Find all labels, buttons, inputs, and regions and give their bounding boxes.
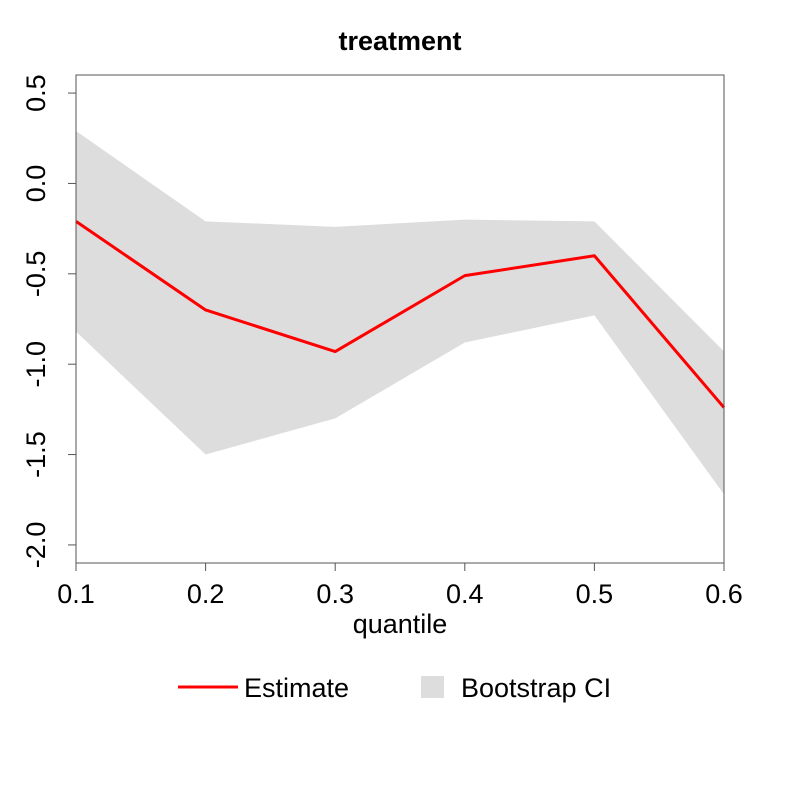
x-axis: 0.1 0.2 0.3 0.4 0.5 0.6 bbox=[57, 563, 743, 609]
y-tick-label: 0.0 bbox=[21, 165, 51, 203]
legend-ci-label: Bootstrap CI bbox=[461, 673, 611, 703]
legend: Estimate Bootstrap CI bbox=[178, 673, 611, 703]
y-tick-label: -1.0 bbox=[21, 341, 51, 388]
x-tick-label: 0.4 bbox=[446, 579, 484, 609]
x-tick-label: 0.1 bbox=[57, 579, 95, 609]
x-tick-label: 0.3 bbox=[316, 579, 354, 609]
y-tick-label: -0.5 bbox=[21, 251, 51, 298]
chart-title: treatment bbox=[338, 26, 461, 56]
estimate-line-layer bbox=[75, 220, 726, 409]
estimate-line bbox=[75, 220, 726, 409]
x-tick-label: 0.5 bbox=[576, 579, 614, 609]
plot-frame bbox=[75, 74, 725, 564]
x-axis-label: quantile bbox=[353, 609, 448, 639]
x-tick-label: 0.6 bbox=[705, 579, 743, 609]
y-tick-label: 0.5 bbox=[21, 74, 51, 112]
legend-estimate-label: Estimate bbox=[244, 673, 349, 703]
x-tick-label: 0.2 bbox=[187, 579, 225, 609]
y-axis: -2.0 -1.5 -1.0 -0.5 0.0 0.5 bbox=[21, 74, 76, 568]
legend-ci-swatch bbox=[421, 676, 444, 698]
y-tick-label: -1.5 bbox=[21, 431, 51, 478]
y-tick-label: -2.0 bbox=[21, 522, 51, 569]
